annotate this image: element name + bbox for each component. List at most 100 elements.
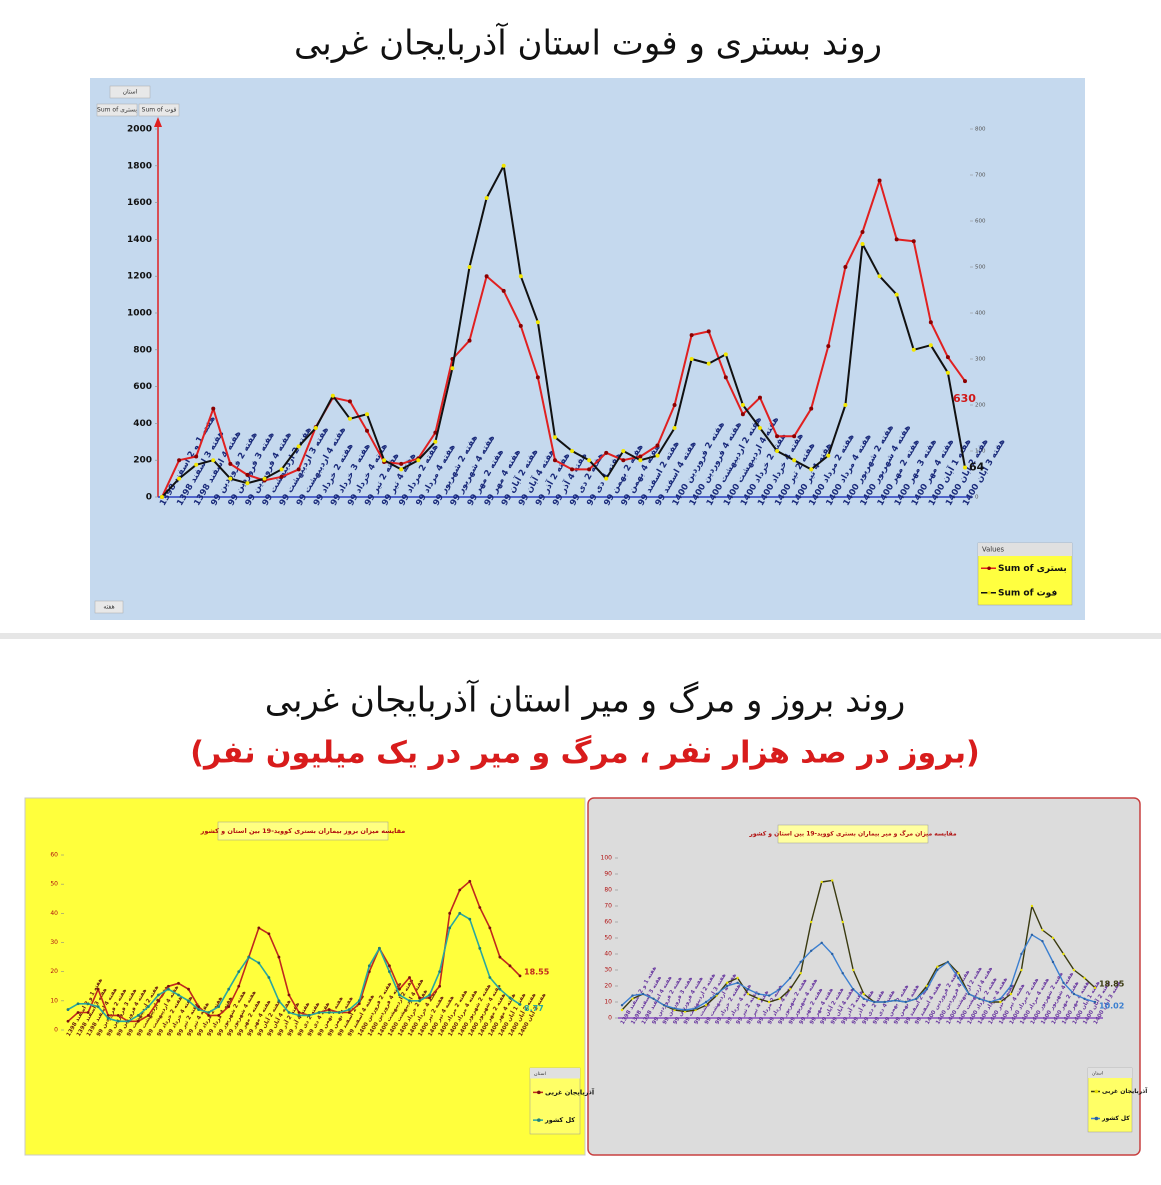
data-point	[279, 474, 284, 479]
data-point	[925, 984, 929, 988]
y-tick-label: 0	[608, 1015, 612, 1022]
data-point	[347, 1008, 351, 1011]
data-point	[467, 265, 472, 269]
data-point	[237, 970, 241, 974]
y-tick-label: 80	[604, 887, 612, 894]
y2-tick-label: 200	[975, 403, 986, 409]
data-point	[277, 999, 281, 1003]
data-point	[267, 976, 271, 979]
data-point	[347, 399, 352, 404]
series-line	[67, 912, 521, 1023]
data-point	[725, 981, 729, 984]
data-point	[177, 458, 182, 463]
data-point	[841, 972, 844, 975]
data-point	[106, 1014, 110, 1017]
legend-marker	[1094, 1089, 1099, 1094]
slide-title: روند بستری و فوت استان آذربایجان غربی	[294, 23, 882, 64]
data-label: 18.55	[524, 967, 550, 976]
y-tick-label: 30	[50, 939, 58, 946]
data-point	[468, 879, 472, 883]
data-point	[167, 987, 170, 991]
data-point	[999, 1000, 1002, 1004]
data-point	[398, 987, 401, 991]
data-point	[330, 393, 335, 398]
chart-area	[587, 797, 1141, 1156]
y-tick-label: 1400	[127, 235, 152, 245]
data-point	[207, 1011, 211, 1014]
data-point	[841, 920, 844, 924]
y-tick-label: 800	[133, 345, 152, 355]
data-point	[788, 976, 792, 980]
data-point	[382, 458, 387, 463]
data-point	[418, 999, 421, 1003]
data-point	[177, 993, 180, 997]
data-point	[809, 467, 814, 472]
data-point	[450, 366, 455, 371]
data-point	[1030, 904, 1034, 908]
legend-title: استان	[1092, 1072, 1103, 1077]
data-point	[197, 1005, 200, 1009]
data-point	[297, 1011, 301, 1014]
data-point	[211, 458, 216, 463]
data-point	[862, 992, 865, 996]
data-point	[957, 972, 960, 975]
data-point	[820, 941, 823, 944]
data-point	[438, 984, 442, 988]
data-point	[904, 1000, 907, 1004]
data-point	[468, 917, 472, 921]
chart-title: مقایسه میزان مرگ و میر بیماران بستری کوو…	[748, 830, 956, 838]
data-point	[978, 997, 981, 1000]
data-point	[723, 352, 728, 357]
data-point	[936, 968, 939, 972]
data-point	[967, 992, 971, 996]
data-point	[621, 449, 626, 453]
data-point	[1009, 984, 1013, 988]
data-point	[740, 412, 745, 417]
data-point	[287, 993, 291, 997]
data-point	[652, 997, 655, 1000]
data-point	[408, 999, 411, 1003]
data-point	[211, 406, 216, 411]
data-point	[638, 458, 643, 463]
data-point	[894, 999, 897, 1002]
legend-header	[530, 1068, 580, 1079]
data-point	[237, 984, 241, 988]
data-point	[706, 329, 711, 334]
data-point	[337, 1011, 341, 1014]
data-point	[66, 1008, 70, 1011]
data-point	[228, 461, 233, 466]
data-point	[604, 450, 609, 455]
data-point	[438, 970, 442, 974]
data-point	[704, 1000, 708, 1004]
data-point	[207, 1014, 211, 1017]
y-tick-label: 30	[604, 967, 612, 974]
data-point	[388, 970, 391, 974]
data-point	[957, 976, 960, 980]
divider	[0, 633, 1161, 639]
data-point	[458, 888, 462, 892]
data-point	[767, 994, 771, 997]
data-point	[146, 1014, 150, 1017]
data-point	[757, 992, 760, 996]
data-point	[799, 972, 802, 975]
data-point	[399, 461, 404, 466]
y-tick-label: 1200	[127, 272, 152, 282]
field-button-label: استان	[123, 89, 138, 96]
y-tick-label: 1000	[127, 309, 152, 319]
data-point	[488, 976, 492, 979]
series-line	[161, 179, 966, 498]
data-point	[963, 379, 967, 384]
data-point	[767, 1000, 771, 1004]
data-point	[915, 997, 918, 1000]
data-point	[1041, 940, 1044, 943]
data-point	[448, 926, 452, 930]
data-point	[146, 1005, 150, 1009]
data-point	[621, 458, 626, 463]
slide-subtitle: (بروز در صد هزار نفر ، مرگ و میر در یک م…	[190, 735, 980, 771]
data-point	[673, 1007, 676, 1010]
legend-label: آذربایجان غربی	[545, 1087, 595, 1096]
data-point	[365, 428, 370, 433]
data-point	[689, 333, 694, 338]
data-point	[478, 946, 482, 950]
data-point	[570, 467, 575, 472]
